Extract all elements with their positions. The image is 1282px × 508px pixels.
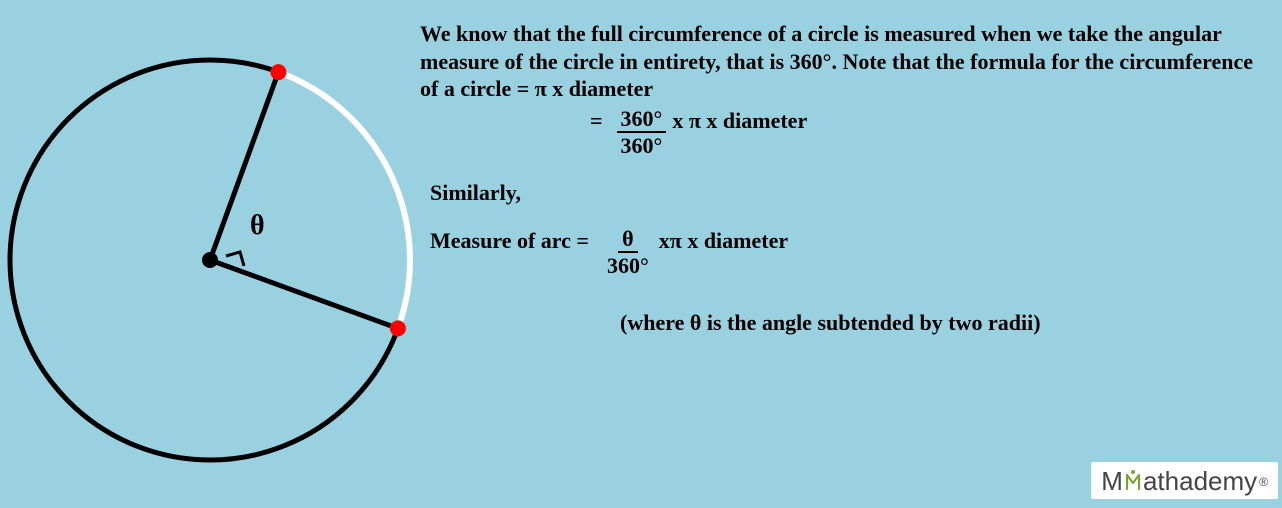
- arc-formula-rest: xπ x diameter: [659, 227, 788, 255]
- center-dot: [202, 252, 218, 268]
- mathademy-logo: M athademy ®: [1091, 462, 1278, 499]
- similarly-text: Similarly,: [430, 179, 1270, 207]
- explanation-text: We know that the full circumference of a…: [420, 20, 1270, 337]
- fraction-360-360: 360° 360°: [617, 107, 667, 160]
- logo-registered: ®: [1259, 475, 1268, 489]
- circle-svg: θ: [0, 0, 420, 503]
- fraction-theta-360: θ 360°: [603, 227, 653, 280]
- arc-diagram: θ: [0, 0, 420, 503]
- arc-fraction-numerator: θ: [618, 227, 637, 253]
- paragraph-intro: We know that the full circumference of a…: [420, 20, 1270, 103]
- arc-endpoint-2: [390, 320, 406, 336]
- arc-endpoint-1: [270, 64, 286, 80]
- logo-icon: [1124, 469, 1142, 491]
- angle-marker: [226, 252, 244, 266]
- theta-label: θ: [250, 210, 265, 241]
- theta-note: (where θ is the angle subtended by two r…: [620, 309, 1180, 337]
- fraction-numerator: 360°: [617, 107, 667, 133]
- logo-text-after: athademy: [1143, 466, 1257, 497]
- arc-formula: Measure of arc = θ 360° xπ x diameter: [430, 227, 1270, 280]
- circumference-formula: = 360° 360° x π x diameter: [590, 107, 1270, 160]
- fraction-denominator: 360°: [617, 133, 667, 159]
- equals-sign: =: [590, 107, 603, 135]
- radius-1: [210, 72, 278, 260]
- formula-rest: x π x diameter: [672, 107, 807, 135]
- arc-formula-label: Measure of arc =: [430, 227, 589, 255]
- logo-text-before: M: [1101, 466, 1123, 497]
- arc-fraction-denominator: 360°: [603, 253, 653, 279]
- radius-2: [210, 260, 398, 328]
